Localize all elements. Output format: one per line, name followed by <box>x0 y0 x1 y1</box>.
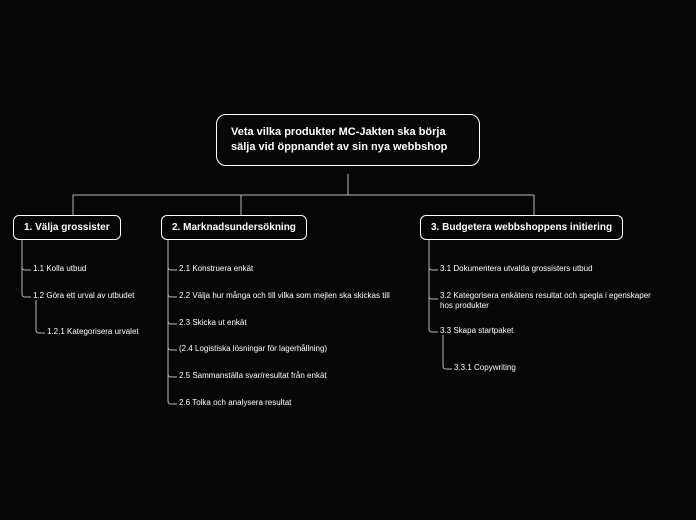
connectors <box>0 0 696 520</box>
branch-3: 3. Budgetera webbshoppens initiering <box>420 215 623 240</box>
leaf-2-2: 2.2 Välja hur många och till vilka som m… <box>179 291 419 301</box>
leaf-2-4: (2.4 Logistiska lösningar för lagerhålln… <box>179 344 399 354</box>
leaf-3-1: 3.1 Dokumentera utvalda grossisters utbu… <box>440 264 660 274</box>
leaf-1-1: 1.1 Kolla utbud <box>33 264 143 274</box>
leaf-1-2: 1.2 Göra ett urval av utbudet <box>33 291 163 301</box>
branch-2: 2. Marknadsundersökning <box>161 215 307 240</box>
branch-1: 1. Välja grossister <box>13 215 121 240</box>
leaf-2-5: 2.5 Sammanställa svar/resultat från enkä… <box>179 371 399 381</box>
root-node: Veta vilka produkter MC-Jakten ska börja… <box>216 114 480 166</box>
leaf-3-3-1: 3.3.1 Copywriting <box>454 363 574 373</box>
leaf-2-6: 2.6 Tolka och analysera resultat <box>179 398 379 408</box>
leaf-2-1: 2.1 Konstruera enkät <box>179 264 379 274</box>
leaf-2-3: 2.3 Skicka ut enkät <box>179 318 379 328</box>
leaf-3-2: 3.2 Kategorisera enkätens resultat och s… <box>440 291 665 312</box>
leaf-1-2-1: 1.2.1 Kategorisera urvalet <box>47 327 167 337</box>
leaf-3-3: 3.3 Skapa startpaket <box>440 326 640 336</box>
mindmap-canvas: Veta vilka produkter MC-Jakten ska börja… <box>0 0 696 520</box>
